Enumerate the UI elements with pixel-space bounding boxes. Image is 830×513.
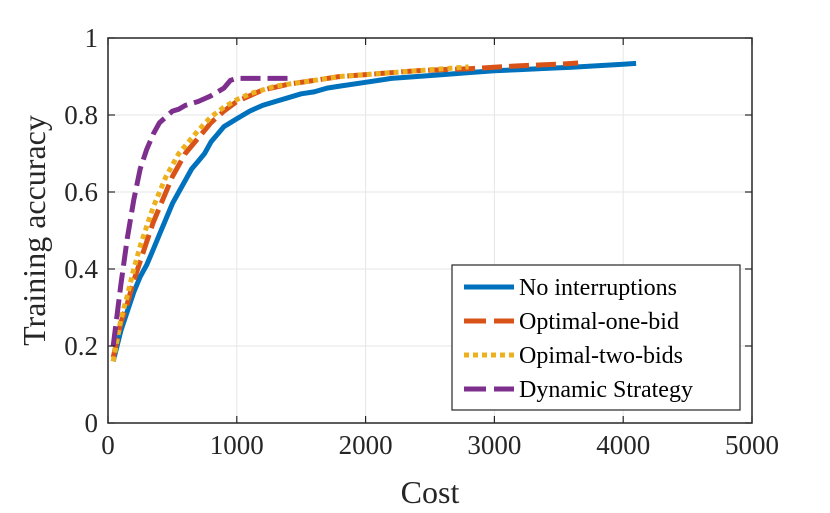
x-tick-label: 3000 <box>467 430 521 460</box>
x-axis-label: Cost <box>401 474 460 510</box>
x-tick-label: 2000 <box>339 430 393 460</box>
y-tick-label: 0.4 <box>64 254 98 284</box>
y-tick-label: 0 <box>85 408 99 438</box>
y-tick-label: 0.2 <box>64 331 98 361</box>
ticks: 0 1000 2000 3000 4000 5000 0 0.2 0.4 0.6 0.8 1 <box>64 23 779 460</box>
x-tick-label: 4000 <box>596 430 650 460</box>
series-line-1 <box>110 60 637 363</box>
y-tick-label: 0.6 <box>64 177 98 207</box>
series-line-3 <box>110 64 469 362</box>
axes-box <box>107 37 753 424</box>
x-tick-label: 5000 <box>725 430 779 460</box>
x-tick-label: 0 <box>101 430 115 460</box>
legend-label-2: Optimal-one-bid <box>519 309 679 335</box>
legend-label-1: No interruptions <box>519 275 677 301</box>
legend-label-3: Opimal-two-bids <box>519 343 683 369</box>
legend: No interruptions Optimal-one-bid Opimal-tw… <box>451 264 741 411</box>
series-layer <box>110 60 637 363</box>
series-line-2 <box>110 60 579 359</box>
legend-label-4: Dynamic Strategy <box>519 377 693 403</box>
y-tick-label: 0.8 <box>64 100 98 130</box>
y-tick-label: 1 <box>85 23 99 53</box>
series-line-4 <box>110 75 289 347</box>
y-axis-label: Training accuracy <box>16 115 52 346</box>
x-tick-label: 1000 <box>210 430 264 460</box>
